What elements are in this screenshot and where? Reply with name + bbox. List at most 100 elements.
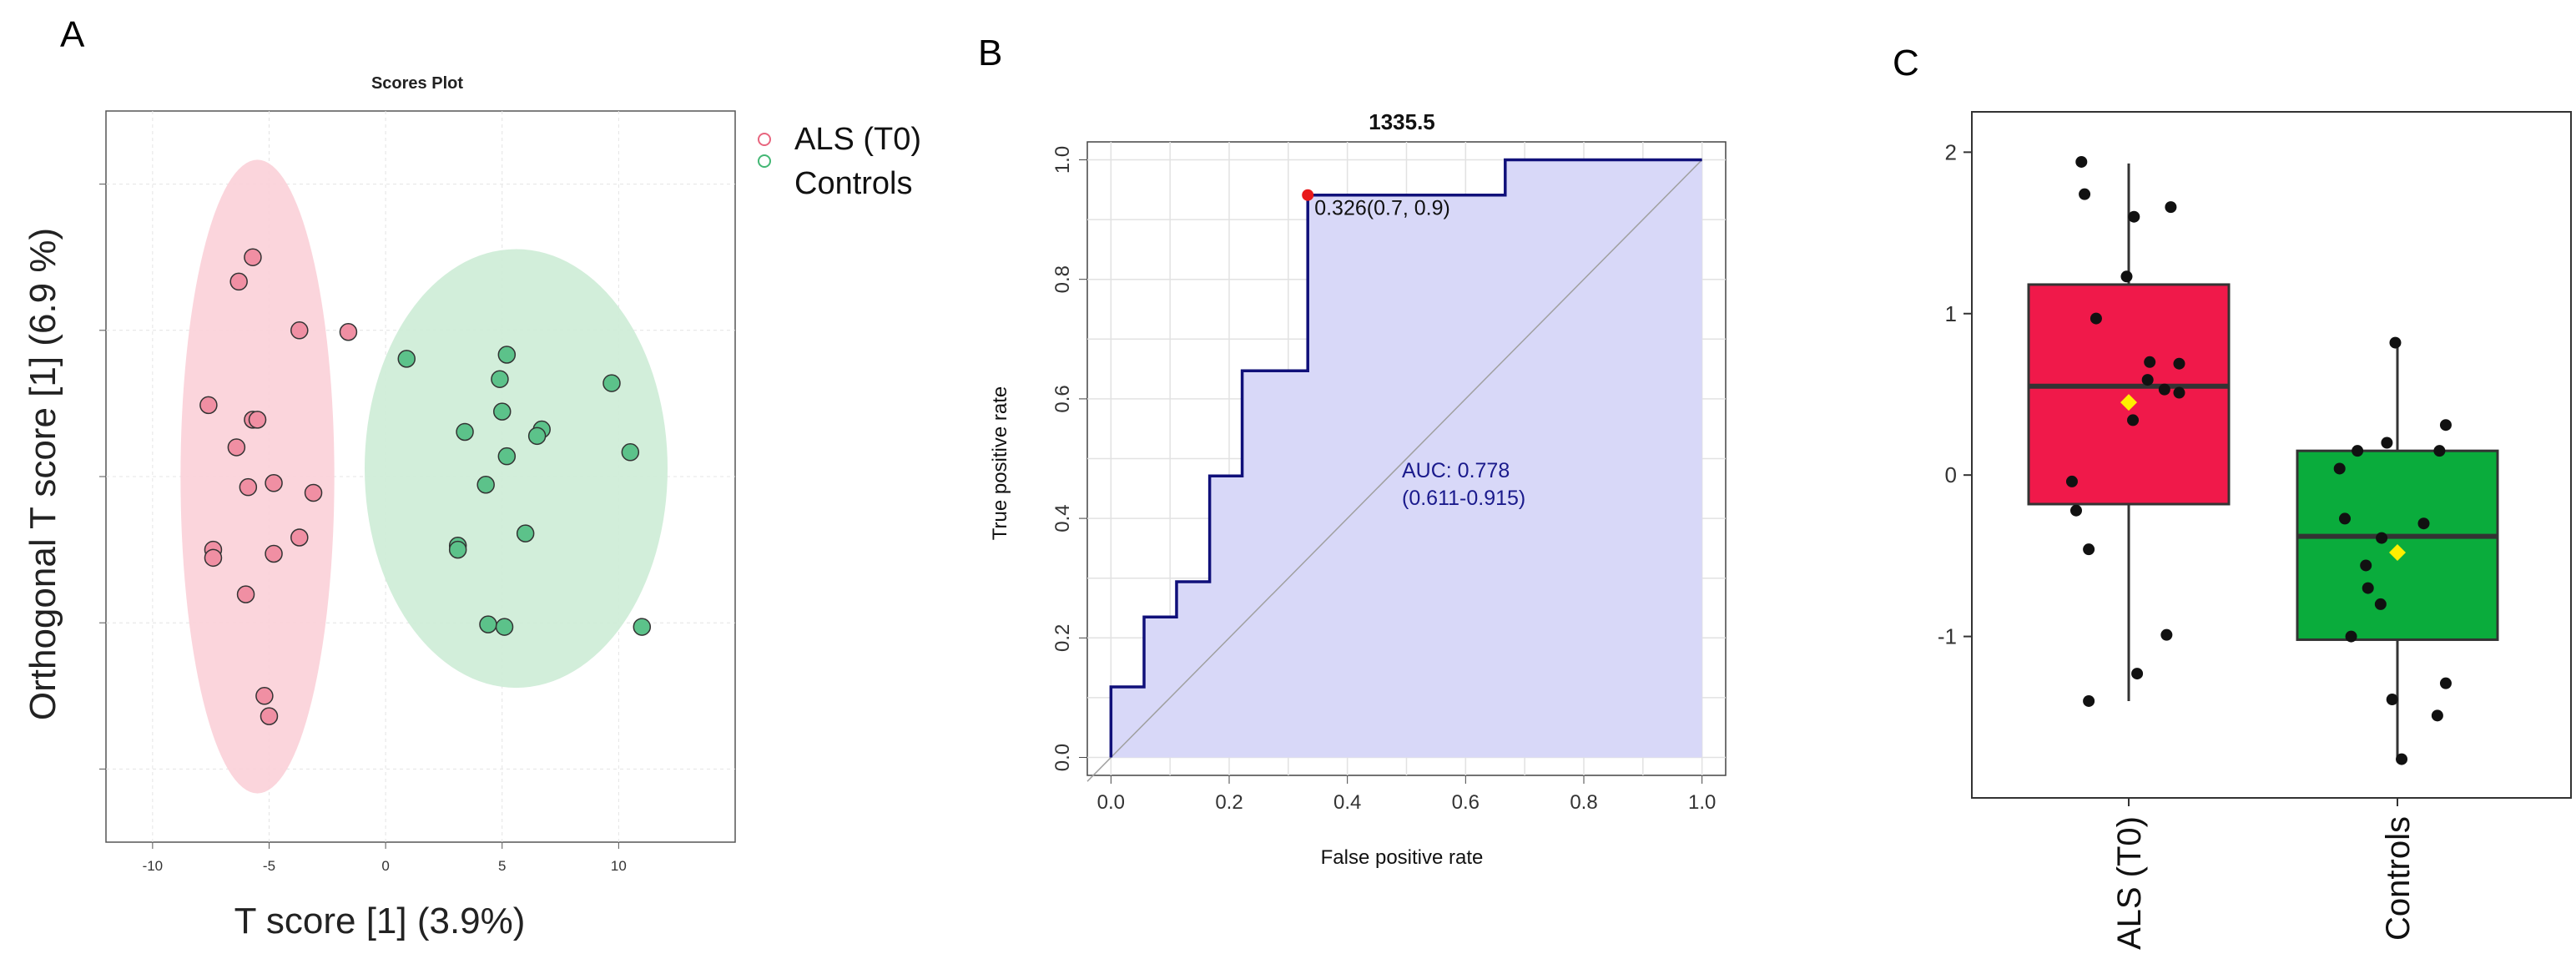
scores-point-als-14: [290, 528, 309, 547]
box-point-als-12: [2065, 475, 2078, 487]
box-y-tick-label-2: 0: [1945, 462, 1957, 487]
box-point-controls-0: [2389, 336, 2402, 349]
roc-y-tick-label-5: 1.0: [1051, 146, 1074, 174]
scores-point-controls-9: [621, 443, 640, 462]
legend-label-controls: Controls: [794, 166, 913, 201]
box-point-als-7: [2173, 357, 2185, 370]
panel-letter-c: C: [1893, 43, 1919, 83]
scores-plot-ticks: -10 -5 0 5 10: [99, 184, 627, 874]
scores-point-controls-8: [497, 447, 517, 466]
scores-point-controls-4: [492, 402, 512, 421]
roc-title: 1335.5: [1369, 109, 1435, 134]
scores-point-als-10: [304, 483, 323, 502]
box-point-controls-16: [2396, 753, 2408, 765]
boxplot-boxes: [2027, 163, 2499, 758]
scores-plot-y-title: Orthogonal T score [1] (6.9 %): [23, 228, 63, 720]
box-point-als-2: [2128, 210, 2140, 223]
box-point-controls-13: [2439, 677, 2452, 689]
scores-point-controls-5: [456, 422, 474, 442]
roc-diagonal: [1086, 159, 1703, 782]
box-point-als-9: [2158, 383, 2170, 396]
box-point-als-3: [2165, 201, 2177, 214]
legend-label-als: ALS (T0): [794, 122, 921, 157]
scores-point-controls-10: [476, 475, 495, 494]
scores-x-tick-label-2: 0: [381, 858, 389, 874]
box-x-label-controls: Controls: [2380, 816, 2417, 941]
roc-y-tick-label-1: 0.2: [1051, 624, 1074, 652]
scores-point-controls-11: [516, 524, 535, 543]
box-point-als-0: [2075, 155, 2088, 168]
scores-point-controls-15: [495, 618, 514, 636]
box-point-controls-7: [2417, 517, 2430, 530]
box-mean-marker-als: [2120, 394, 2137, 411]
roc-x-tick-label-3: 0.6: [1452, 791, 1480, 814]
box-point-controls-6: [2339, 512, 2351, 525]
box-point-als-6: [2144, 356, 2156, 368]
scores-point-als-6: [248, 411, 267, 429]
scores-point-als-16: [255, 687, 274, 705]
panel-letter-a: A: [60, 14, 85, 55]
roc-y-tick-label-3: 0.6: [1051, 385, 1074, 412]
box-point-als-8: [2141, 374, 2154, 386]
scores-point-controls-0: [397, 350, 416, 368]
box-point-controls-9: [2360, 559, 2372, 572]
box-y-tick-label-3: -1: [1938, 624, 1957, 649]
box-point-als-17: [2083, 694, 2095, 707]
scores-point-als-7: [227, 438, 246, 457]
panel-a: A Scores Plot -10 -5 0 5 10 T score [1] (3.9…: [23, 14, 921, 941]
roc-curve: [1109, 158, 1702, 758]
legend-marker-controls: [758, 154, 771, 168]
panel-letter-b: B: [978, 33, 1002, 73]
roc-y-tick-label-0: 0.0: [1051, 744, 1074, 771]
box-x-label-als: ALS (T0): [2111, 816, 2148, 950]
box-point-controls-2: [2381, 437, 2393, 449]
roc-x-title: False positive rate: [1321, 846, 1484, 869]
box-point-controls-11: [2374, 598, 2387, 610]
scores-plot-ellipses: [180, 159, 668, 794]
roc-y-tick-label-2: 0.4: [1051, 504, 1074, 532]
box-point-controls-14: [2386, 694, 2398, 706]
scores-point-controls-2: [491, 370, 509, 388]
panel-b: B 1335.5 0.326(0.7, 0.9) AUC: 0.778 (0.6…: [978, 33, 1727, 869]
boxplot-points: [2065, 155, 2452, 765]
boxplot-ticks: ALS (T0) Controls 2 1 0 -1: [1938, 139, 2417, 950]
roc-x-tick-label-0: 0.0: [1097, 791, 1125, 814]
roc-x-tick-label-5: 1.0: [1688, 791, 1716, 814]
box-point-als-10: [2173, 386, 2185, 399]
scores-plot-legend: ALS (T0) Controls: [758, 122, 921, 201]
roc-y-title: True positive rate: [989, 386, 1011, 541]
box-y-tick-label-0: 2: [1945, 139, 1957, 164]
box-point-als-15: [2160, 628, 2173, 641]
box-point-controls-4: [2433, 445, 2446, 457]
scores-plot-title: Scores Plot: [371, 74, 463, 93]
roc-cutoff-point: [1302, 189, 1314, 201]
roc-x-tick-label-2: 0.4: [1333, 791, 1361, 814]
box-point-controls-8: [2376, 532, 2388, 544]
box-point-controls-15: [2431, 709, 2443, 722]
box-point-controls-5: [2333, 462, 2346, 475]
scores-point-controls-13: [448, 540, 467, 559]
scores-point-als-12: [204, 548, 223, 568]
scores-ellipse-als: [180, 159, 335, 794]
box-point-controls-3: [2352, 445, 2364, 457]
box-y-tick-label-1: 1: [1945, 301, 1957, 326]
scores-point-controls-14: [479, 615, 497, 633]
legend-marker-als: [758, 133, 771, 146]
scores-plot-points: [199, 248, 652, 725]
scores-point-controls-3: [602, 374, 621, 392]
scores-point-controls-1: [497, 346, 517, 364]
scores-point-als-17: [260, 707, 279, 725]
box-point-controls-12: [2345, 630, 2357, 643]
box-point-controls-1: [2439, 419, 2452, 432]
scores-point-als-15: [236, 585, 255, 603]
scores-point-controls-7: [527, 426, 547, 446]
box-mean-marker-controls: [2389, 544, 2406, 562]
scores-ellipse-controls: [364, 249, 668, 689]
scores-point-als-1: [229, 272, 248, 291]
scores-point-als-9: [239, 477, 258, 497]
box-point-als-16: [2131, 668, 2144, 680]
roc-x-tick-label-1: 0.2: [1215, 791, 1243, 814]
roc-ticks: 0.0 0.2 0.4 0.6 0.8 1.0 0.0 0.2 0.4 0.6 0.8 1.0: [1051, 146, 1716, 814]
roc-auc-label: AUC: 0.778: [1402, 459, 1510, 482]
